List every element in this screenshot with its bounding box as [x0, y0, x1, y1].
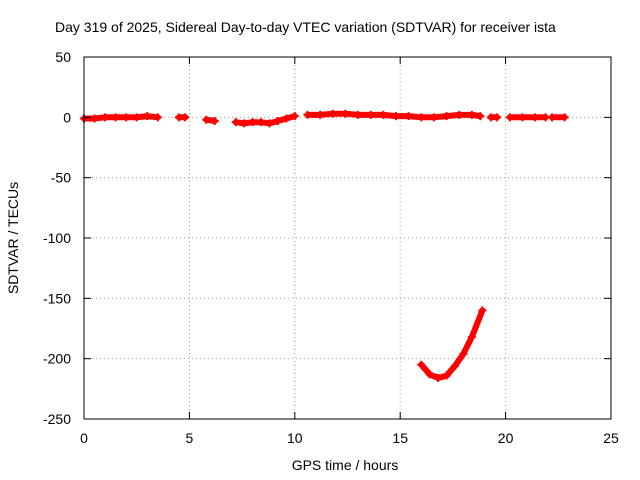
- x-axis-label: GPS time / hours: [292, 457, 399, 473]
- data-point: [257, 118, 266, 127]
- data-point: [282, 114, 291, 123]
- data-point: [391, 112, 400, 121]
- data-point: [451, 361, 460, 370]
- data-point: [202, 115, 211, 124]
- y-tick-label: 50: [55, 49, 71, 65]
- data-point: [303, 110, 312, 119]
- data-point: [442, 371, 451, 380]
- y-tick-label: -100: [43, 230, 71, 246]
- data-point: [328, 109, 337, 118]
- x-tick-label: 20: [498, 430, 514, 446]
- data-point: [425, 370, 434, 379]
- data-point: [493, 113, 502, 122]
- data-point: [417, 360, 426, 369]
- data-point: [531, 113, 540, 122]
- data-point: [560, 113, 569, 122]
- data-point: [434, 373, 443, 382]
- chart-title: Day 319 of 2025, Sidereal Day-to-day VTE…: [55, 19, 556, 35]
- y-tick-label: -200: [43, 351, 71, 367]
- data-point: [455, 110, 464, 119]
- data-point: [132, 113, 141, 122]
- data-point: [153, 113, 162, 122]
- x-tick-label: 0: [80, 430, 88, 446]
- data-point: [476, 112, 485, 121]
- data-band: [418, 307, 486, 381]
- data-point: [248, 118, 257, 127]
- data-layer: [80, 109, 569, 382]
- data-point: [505, 113, 514, 122]
- y-tick-label: 0: [63, 109, 71, 125]
- data-point: [210, 116, 219, 125]
- data-point: [265, 119, 274, 128]
- data-point: [143, 112, 152, 121]
- y-tick-label: -250: [43, 411, 71, 427]
- data-point: [101, 113, 110, 122]
- data-point: [404, 112, 413, 121]
- data-point: [366, 110, 375, 119]
- x-tick-label: 15: [392, 430, 408, 446]
- data-point: [429, 113, 438, 122]
- data-point: [290, 112, 299, 121]
- data-point: [442, 112, 451, 121]
- data-point: [240, 119, 249, 128]
- data-point: [459, 349, 468, 358]
- data-point: [231, 118, 240, 127]
- data-point: [379, 110, 388, 119]
- x-tick-label: 25: [603, 430, 619, 446]
- data-point: [467, 110, 476, 119]
- data-point: [341, 109, 350, 118]
- data-point: [90, 114, 99, 123]
- x-tick-label: 10: [287, 430, 303, 446]
- data-point: [478, 306, 487, 315]
- data-point: [181, 113, 190, 122]
- y-tick-labels: 50 0 -50 -100 -150 -200 -250: [43, 49, 71, 427]
- x-tick-label: 5: [186, 430, 194, 446]
- data-point: [354, 110, 363, 119]
- axis-ticks: [83, 56, 612, 420]
- data-point: [518, 113, 527, 122]
- data-point: [417, 113, 426, 122]
- data-point: [111, 113, 120, 122]
- data-point: [122, 113, 131, 122]
- data-point: [467, 332, 476, 341]
- data-point: [316, 110, 325, 119]
- y-tick-label: -150: [43, 290, 71, 306]
- x-tick-labels: 0 5 10 15 20 25: [80, 430, 619, 446]
- data-point: [273, 116, 282, 125]
- data-point: [547, 113, 556, 122]
- y-axis-label: SDTVAR / TECUs: [5, 182, 21, 294]
- y-tick-label: -50: [51, 170, 71, 186]
